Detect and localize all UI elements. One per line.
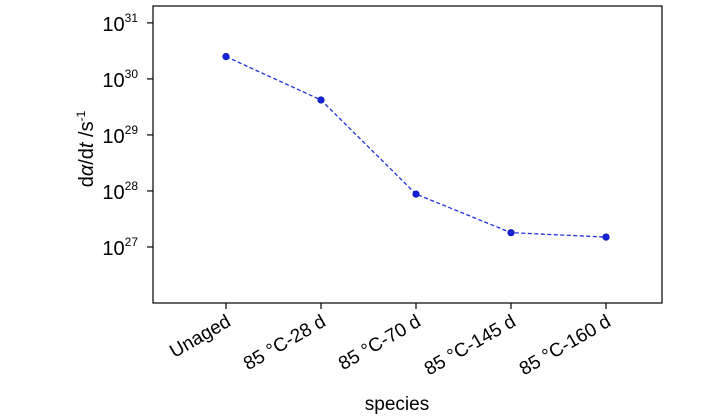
y-tick-base: 10: [102, 70, 124, 92]
y-label-slash: /d: [76, 148, 98, 165]
y-tick-base: 10: [102, 126, 124, 148]
y-tick-exponent: 31: [125, 11, 139, 25]
x-tick-label: Unaged: [166, 311, 234, 362]
data-point: [222, 52, 230, 61]
x-tick-label: 85 °C-145 d: [421, 311, 519, 380]
x-tick-label: 85 °C-28 d: [240, 311, 329, 375]
x-axis-label: species: [365, 394, 429, 415]
data-point: [602, 233, 610, 241]
y-tick-exponent: 29: [125, 123, 139, 137]
y-label-d: d: [76, 176, 98, 187]
y-axis-label: dα/dt /s-1: [74, 110, 98, 187]
data-point: [412, 190, 420, 198]
x-tick-label: 85 °C-160 d: [516, 311, 614, 380]
y-tick-label: 1029: [102, 123, 138, 148]
y-tick-label: 1031: [102, 11, 138, 36]
y-label-alpha: α: [76, 164, 98, 176]
data-point: [317, 96, 325, 104]
y-tick-base: 10: [102, 238, 124, 260]
y-tick-exponent: 27: [125, 235, 139, 249]
x-axis-ticks: Unaged 85 °C-28 d 85 °C-70 d85 °C-145 d85 …: [166, 303, 615, 380]
series-line: [225, 56, 607, 238]
y-tick-label: 1030: [102, 67, 138, 92]
y-label-unit: /s: [76, 121, 98, 142]
x-tick-label: 85 °C-70 d: [335, 311, 424, 375]
y-tick-base: 10: [102, 14, 124, 36]
y-tick-label: 1028: [102, 179, 138, 204]
y-tick-exponent: 28: [125, 179, 139, 193]
series-group: [222, 52, 610, 241]
plot-area-frame: [152, 5, 663, 304]
data-point: [507, 229, 515, 237]
y-label-exp: -1: [74, 110, 88, 121]
y-label-t: t: [76, 141, 98, 148]
y-tick-label: 1027: [102, 235, 138, 260]
y-tick-exponent: 30: [125, 67, 139, 81]
y-tick-base: 10: [102, 182, 124, 204]
